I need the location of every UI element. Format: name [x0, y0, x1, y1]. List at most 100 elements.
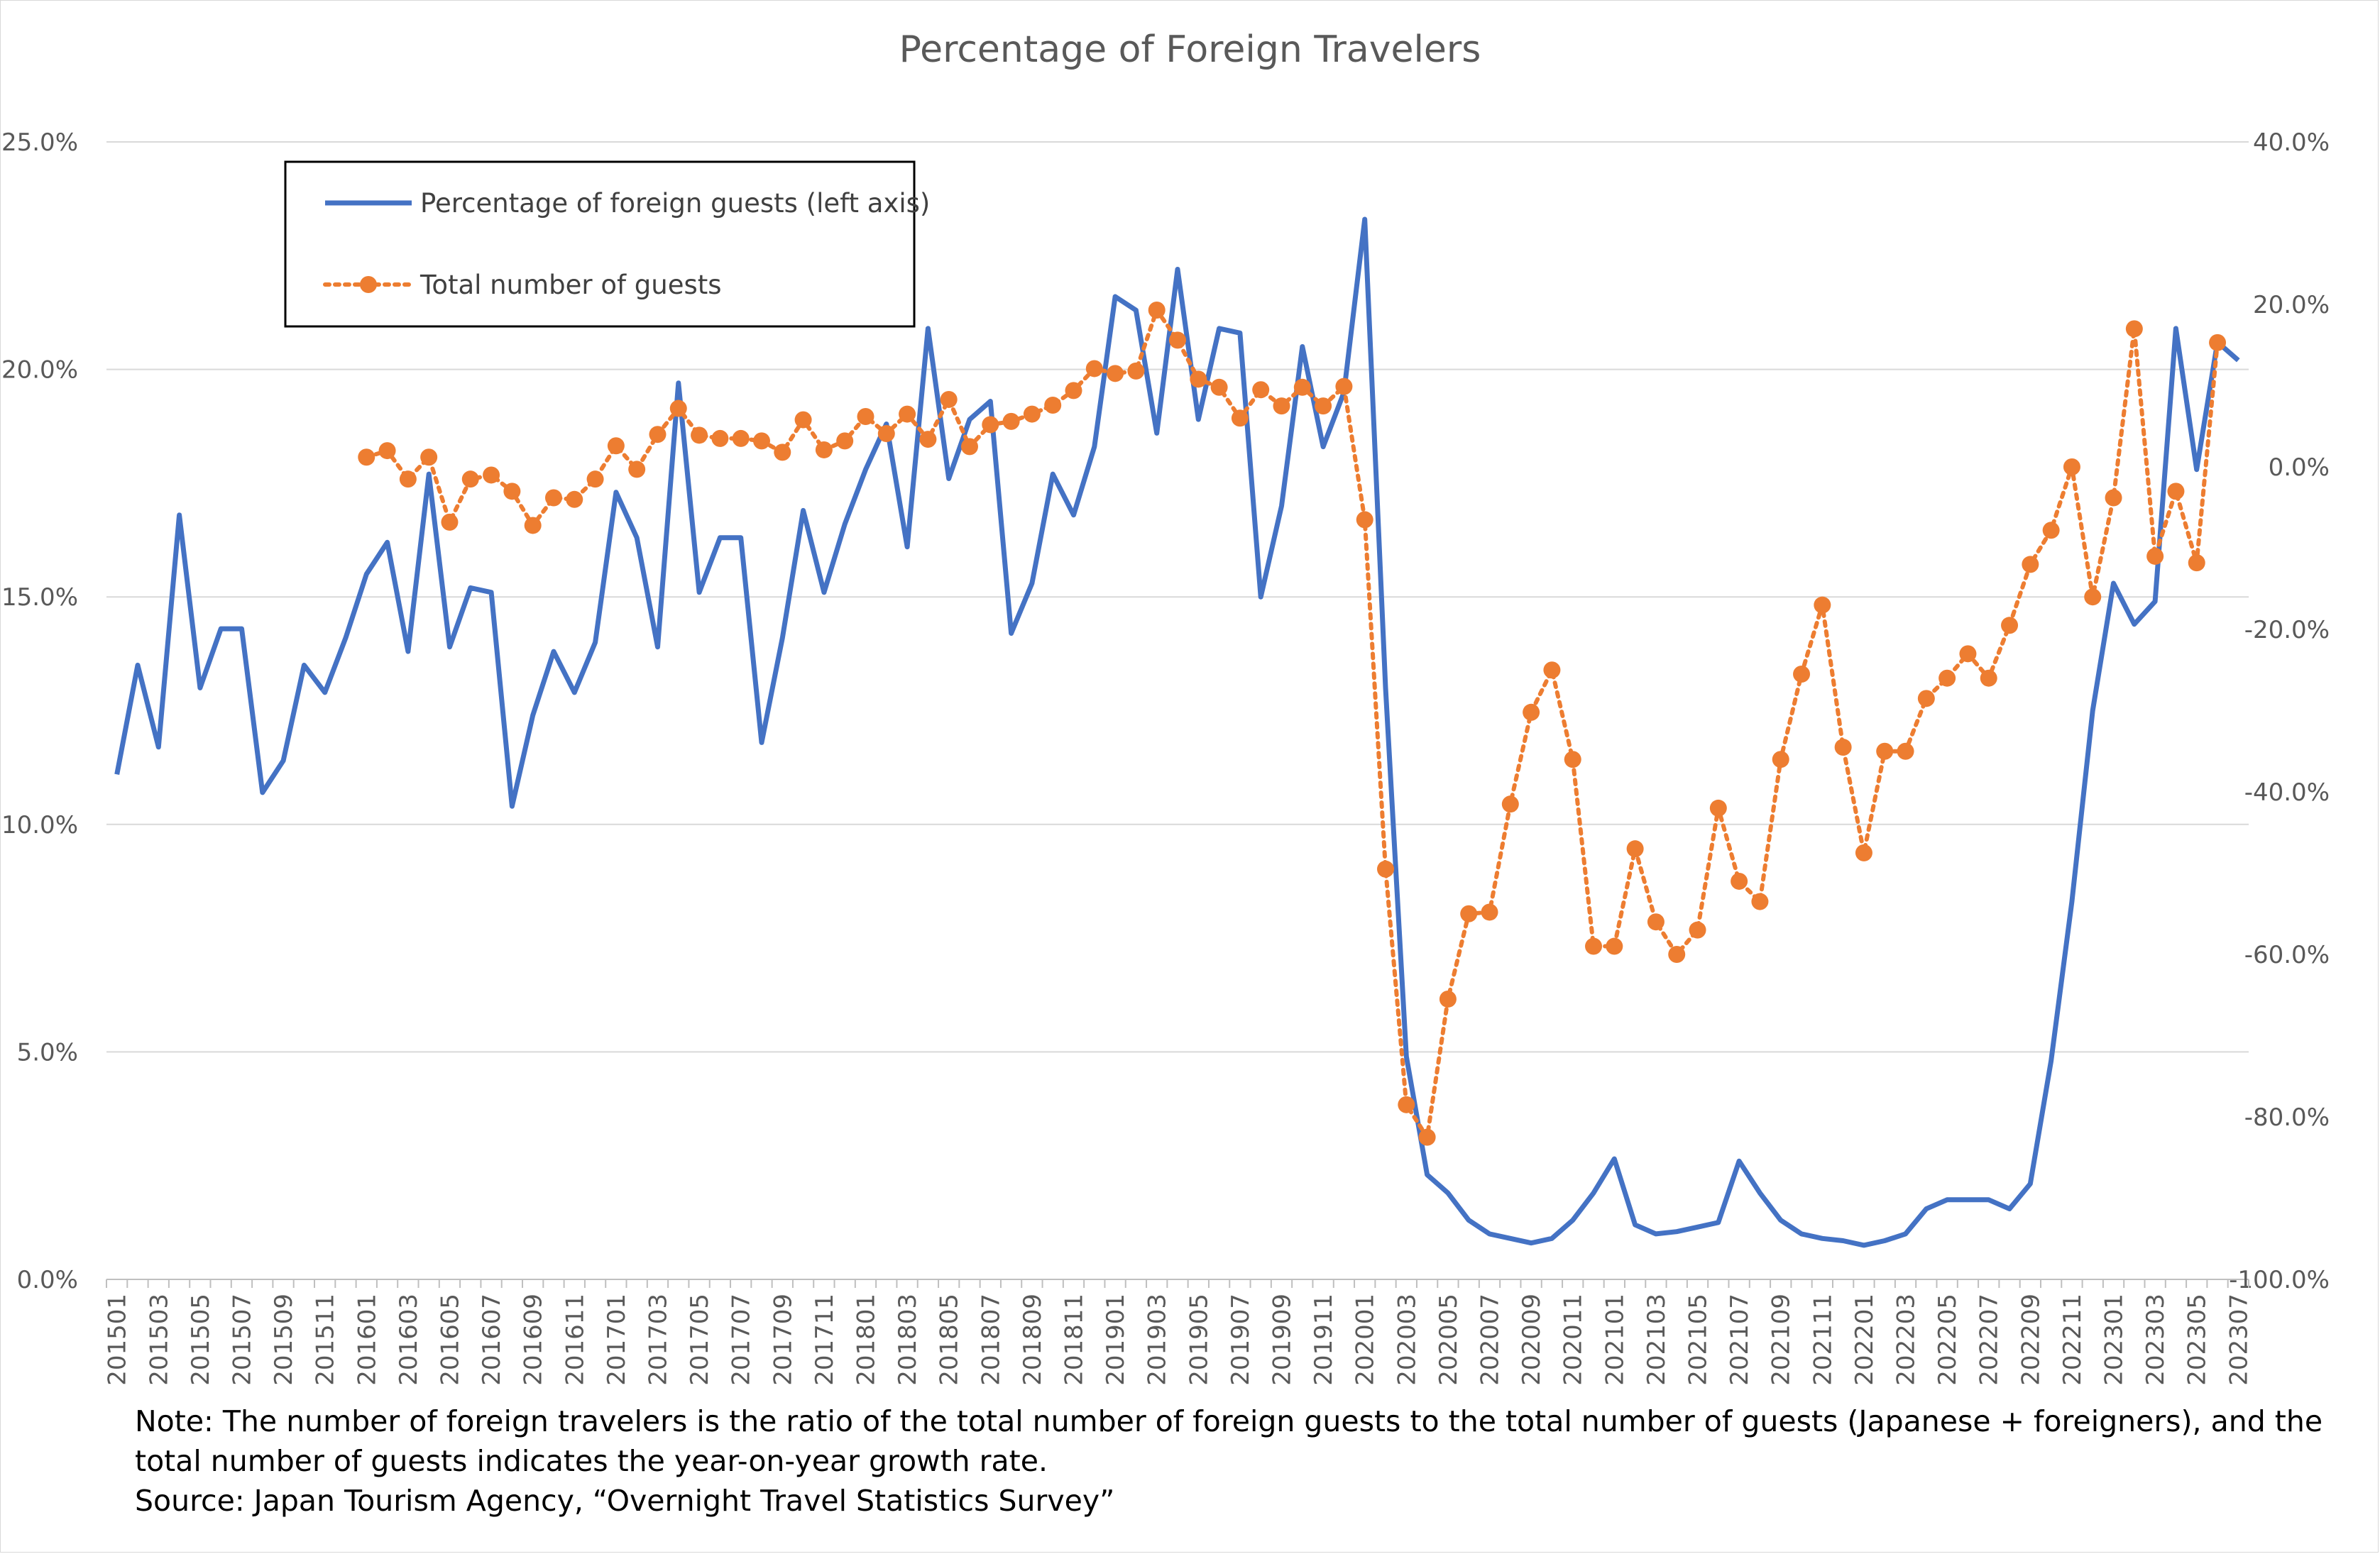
point-total-guests — [441, 513, 459, 531]
point-total-guests — [628, 461, 646, 478]
x-axis: 201501 201503 201505 201507 201509 201511 2016… — [104, 1279, 2253, 1386]
x-tick-label: 201909 — [1268, 1294, 1297, 1386]
x-tick-label: 202301 — [2100, 1294, 2129, 1386]
point-total-guests — [1065, 382, 1082, 399]
point-total-guests — [732, 429, 750, 447]
x-tick-label: 201703 — [644, 1294, 672, 1386]
point-total-guests — [940, 390, 958, 408]
point-total-guests — [960, 438, 978, 456]
x-tick-label: 201809 — [1019, 1294, 1047, 1386]
note-line-3: Source: Japan Tourism Agency, “Overnight… — [135, 1484, 1115, 1518]
point-total-guests — [378, 442, 396, 460]
point-total-guests — [1626, 840, 1644, 858]
x-tick-label: 202209 — [2017, 1294, 2045, 1386]
point-total-guests — [1772, 751, 1789, 768]
point-total-guests — [1377, 860, 1395, 878]
line-foreign-percentage — [114, 216, 2240, 1248]
x-tick-label: 201601 — [353, 1294, 381, 1386]
point-total-guests — [2001, 617, 2019, 634]
x-tick-label: 202305 — [2183, 1294, 2212, 1386]
point-total-guests — [1917, 690, 1935, 707]
y-axis-left-ticks: 0.0% 5.0% 10.0% 15.0% 20.0% 25.0% — [1, 128, 78, 1294]
x-tick-label: 201507 — [228, 1294, 256, 1386]
point-total-guests — [1938, 669, 1956, 687]
y-axis-right-ticks: -100.0% -80.0% -60.0% -40.0% -20.0% 0.0% 20.0%… — [2229, 128, 2330, 1294]
x-tick-label: 202105 — [1684, 1294, 1713, 1386]
x-tick-label: 201501 — [104, 1294, 132, 1386]
x-tick-label: 201605 — [436, 1294, 464, 1386]
point-total-guests — [1190, 370, 1207, 388]
point-total-guests — [1897, 742, 1914, 760]
point-total-guests — [1523, 703, 1540, 721]
point-total-guests — [752, 432, 770, 450]
y-left-tick-label: 15.0% — [1, 583, 78, 612]
x-tick-label: 201603 — [395, 1294, 423, 1386]
x-tick-label: 201609 — [520, 1294, 548, 1386]
point-total-guests — [919, 431, 937, 448]
point-total-guests — [669, 399, 687, 417]
chart-plot: 0.0% 5.0% 10.0% 15.0% 20.0% 25.0% -100.0% -80.… — [1, 128, 2330, 1386]
x-tick-label: 201807 — [977, 1294, 1005, 1386]
point-total-guests — [815, 441, 833, 458]
x-tick-label: 201901 — [1102, 1294, 1130, 1386]
point-total-guests — [1980, 669, 1997, 687]
point-total-guests — [607, 437, 625, 455]
x-tick-label: 201911 — [1310, 1294, 1338, 1386]
x-tick-label: 201611 — [561, 1294, 589, 1386]
point-total-guests — [691, 426, 708, 444]
x-tick-label: 202005 — [1435, 1294, 1463, 1386]
x-tick-label: 202109 — [1767, 1294, 1796, 1386]
gridlines — [106, 141, 2249, 1280]
y-left-tick-label: 20.0% — [1, 356, 78, 385]
point-total-guests — [1731, 872, 1748, 890]
line-total-guests — [364, 305, 2220, 1143]
point-total-guests — [1398, 1096, 1415, 1113]
y-left-tick-label: 25.0% — [1, 128, 78, 157]
x-tick-label: 201505 — [187, 1294, 215, 1386]
point-total-guests — [1689, 921, 1706, 939]
point-total-guests — [2146, 547, 2164, 565]
y-right-tick-label: -100.0% — [2229, 1266, 2330, 1294]
point-total-guests — [1501, 795, 1519, 813]
x-tick-label: 201607 — [478, 1294, 506, 1386]
x-tick-label: 202111 — [1809, 1294, 1837, 1386]
x-tick-label: 202101 — [1601, 1294, 1629, 1386]
chart-title: Percentage of Foreign Travelers — [899, 28, 1481, 71]
point-total-guests — [2167, 483, 2185, 500]
x-tick-label: 201903 — [1144, 1294, 1172, 1386]
x-tick-label: 202203 — [1892, 1294, 1921, 1386]
x-tick-label: 201509 — [270, 1294, 298, 1386]
point-total-guests — [2084, 588, 2102, 606]
note-text: Note: The number of foreign travelers is… — [135, 1401, 2349, 1521]
x-tick-label: 201701 — [603, 1294, 631, 1386]
point-total-guests — [483, 466, 500, 484]
x-tick-label: 202007 — [1476, 1294, 1505, 1386]
point-total-guests — [1460, 905, 1478, 922]
point-total-guests — [1210, 378, 1228, 396]
point-total-guests — [1023, 405, 1041, 423]
point-total-guests — [1585, 937, 1603, 955]
y-right-tick-label: -60.0% — [2244, 941, 2330, 969]
point-total-guests — [1418, 1128, 1436, 1146]
point-total-guests — [524, 517, 542, 534]
x-tick-label: 201805 — [936, 1294, 964, 1386]
y-right-tick-label: 20.0% — [2253, 291, 2330, 319]
point-total-guests — [1252, 381, 1270, 399]
x-tick-label: 202001 — [1351, 1294, 1380, 1386]
point-total-guests — [899, 405, 916, 423]
x-tick-label: 202009 — [1518, 1294, 1546, 1386]
series-foreign-percentage — [114, 216, 2240, 1248]
point-total-guests — [1335, 378, 1353, 395]
legend-marker-orange — [360, 276, 377, 293]
y-right-tick-label: 0.0% — [2269, 453, 2330, 482]
point-total-guests — [1044, 396, 1062, 414]
point-total-guests — [544, 489, 562, 507]
point-total-guests — [1543, 661, 1561, 679]
point-total-guests — [2022, 556, 2039, 573]
point-total-guests — [1959, 645, 1977, 663]
x-tick-label: 201707 — [728, 1294, 756, 1386]
point-total-guests — [1085, 360, 1103, 378]
x-tick-label: 201705 — [686, 1294, 714, 1386]
point-total-guests — [982, 416, 999, 434]
